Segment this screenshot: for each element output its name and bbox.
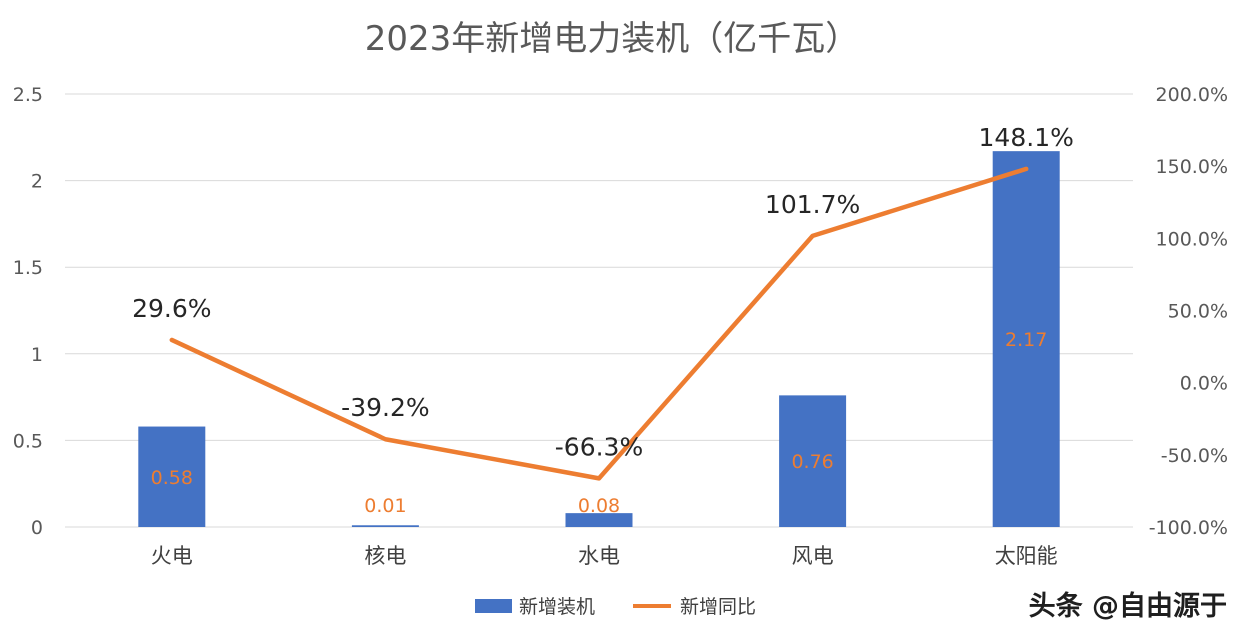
bar-data-label: 0.01: [364, 495, 406, 517]
right-tick-label: -50.0%: [1161, 445, 1228, 467]
left-tick-label: 0.5: [13, 430, 43, 452]
watermark: 头条 @自由源于: [1029, 590, 1227, 622]
line-data-label: -39.2%: [341, 393, 429, 422]
left-tick-label: 1.5: [13, 257, 43, 279]
line-data-label: 29.6%: [132, 294, 211, 323]
right-axis: -100.0% -50.0% 0.0% 50.0% 100.0% 150.0% 200.0%: [1149, 84, 1228, 539]
bar-data-label: 2.17: [1005, 329, 1047, 351]
category-label: 火电: [151, 544, 193, 568]
bar-data-label: 0.08: [578, 495, 620, 517]
gridlines: [65, 93, 1133, 528]
right-tick-label: 200.0%: [1156, 84, 1228, 106]
line-data-label: 148.1%: [979, 123, 1074, 152]
line-data-labels: 29.6% -39.2% -66.3% 101.7% 148.1%: [132, 123, 1074, 461]
right-tick-label: 100.0%: [1156, 228, 1228, 250]
left-tick-label: 0: [31, 517, 43, 539]
bar-series: [138, 151, 1060, 527]
legend-bar-swatch: [475, 599, 512, 613]
line-data-label: -66.3%: [555, 432, 643, 461]
chart-title: 2023年新增电力装机（亿千瓦）: [365, 19, 860, 59]
legend-bar-label: 新增装机: [519, 596, 595, 618]
category-label: 水电: [578, 544, 620, 568]
line-series: [169, 166, 1029, 481]
bar: [565, 513, 633, 527]
legend-line-label: 新增同比: [680, 596, 756, 618]
bar-data-labels: 0.58 0.01 0.08 0.76 2.17: [151, 329, 1048, 517]
category-label: 风电: [792, 544, 834, 568]
bar: [138, 426, 206, 527]
category-label: 核电: [364, 544, 406, 568]
bar: [779, 395, 847, 527]
left-tick-label: 2.5: [13, 84, 43, 106]
legend: 新增装机 新增同比: [475, 596, 756, 618]
right-tick-label: -100.0%: [1149, 517, 1228, 539]
left-tick-label: 1: [31, 344, 43, 366]
bar-data-label: 0.76: [791, 451, 833, 473]
bar: [351, 525, 419, 527]
right-tick-label: 150.0%: [1156, 156, 1228, 178]
bar-data-label: 0.58: [151, 467, 193, 489]
bar: [992, 151, 1060, 527]
category-label: 太阳能: [995, 544, 1058, 568]
left-axis: 0 0.5 1 1.5 2 2.5: [13, 84, 43, 539]
right-tick-label: 50.0%: [1168, 301, 1228, 323]
category-axis: 火电 核电 水电 风电 太阳能: [151, 544, 1058, 568]
right-tick-label: 0.0%: [1180, 373, 1228, 395]
left-tick-label: 2: [31, 171, 43, 193]
line-data-label: 101.7%: [765, 190, 860, 219]
